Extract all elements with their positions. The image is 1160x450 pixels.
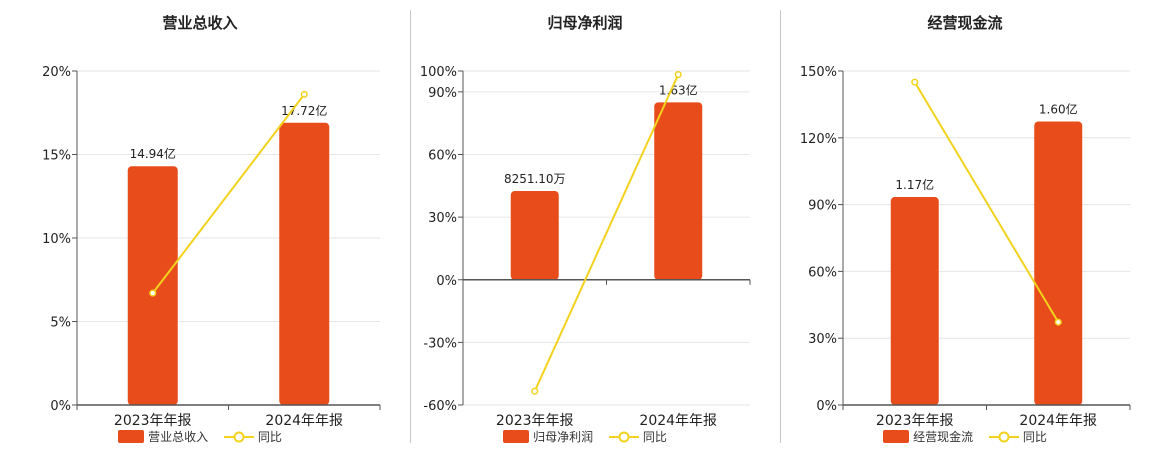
x-tick-label: 2023年年报 (114, 413, 192, 429)
chart-title: 归母净利润 (547, 14, 623, 32)
y-tick-label: 0% (816, 399, 837, 414)
legend-bar-label: 经营现金流 (913, 430, 974, 444)
bar-value-label: 1.63亿 (659, 82, 698, 97)
bar (890, 197, 939, 405)
bar (510, 191, 559, 280)
yoy-point (1054, 318, 1062, 326)
net-profit-chart-svg: -60% -30% 0% 30% 60% 90% 100% 8251.10万 1.63亿 2023… (420, 65, 751, 429)
y-tick-label: 120% (800, 132, 837, 147)
y-tick-label: 100% (420, 65, 457, 80)
y-tick-label: 10% (42, 232, 71, 247)
y-tick-label: 5% (50, 316, 71, 331)
legend-line-label: 同比 (257, 430, 282, 444)
y-tick-label: 20% (42, 65, 71, 80)
net-profit-chart-panel: 归母净利润 -60% -30% 0% 30% 60% 90% 100% 8251.10万 1.6… (390, 0, 780, 450)
yoy-point (911, 78, 919, 86)
bar-value-label: 14.94亿 (130, 146, 176, 161)
chart-legend: 归母净利润 同比 (390, 428, 780, 445)
revenue-chart-panel: 营业总收入 0% 5% 10% 15% 20% 14.94亿 17.72亿 2023年年报 20… (0, 0, 400, 450)
panel-divider (410, 10, 411, 443)
yoy-line (913, 81, 1060, 323)
chart-legend: 营业总收入 同比 (0, 428, 400, 445)
legend-line-label: 同比 (1022, 430, 1047, 444)
y-tick-label: 0% (50, 399, 71, 414)
bar-value-label: 8251.10万 (504, 172, 566, 186)
legend-bar-swatch (503, 430, 530, 443)
bar (127, 166, 178, 405)
yoy-point (531, 387, 539, 395)
x-tick-label: 2023年年报 (876, 413, 954, 429)
yoy-point (300, 90, 308, 98)
y-tick-label: -60% (423, 399, 457, 414)
panel-divider (780, 10, 781, 443)
x-tick-label: 2023年年报 (496, 413, 574, 429)
chart-legend: 经营现金流 同比 (770, 428, 1160, 445)
cash-flow-chart-svg: 0% 30% 60% 90% 120% 150% 1.17亿 1.60亿 2023年年报 2024… (800, 65, 1131, 429)
legend-bar-swatch (118, 430, 145, 443)
y-tick-label: 0% (436, 274, 457, 289)
x-tick-label: 2024年年报 (265, 413, 343, 429)
yoy-point (674, 70, 682, 79)
chart-title: 经营现金流 (927, 14, 1003, 32)
bar (279, 122, 330, 406)
chart-title: 营业总收入 (162, 14, 238, 32)
y-tick-label: 15% (42, 149, 71, 164)
y-tick-label: 60% (808, 265, 837, 280)
y-tick-label: 90% (808, 199, 837, 214)
y-tick-label: 90% (428, 86, 457, 101)
y-tick-label: 60% (428, 149, 457, 164)
legend-line-swatch (223, 431, 254, 442)
y-tick-label: -30% (423, 336, 457, 351)
legend-bar-swatch (883, 430, 910, 443)
yoy-line (533, 74, 680, 392)
bar-value-label: 17.72亿 (281, 103, 327, 118)
x-tick-label: 2024年年报 (1019, 413, 1097, 429)
bar (1034, 121, 1083, 405)
x-tick-label: 2024年年报 (639, 413, 717, 429)
legend-line-swatch (608, 431, 639, 442)
legend-line-swatch (988, 431, 1019, 442)
legend-line-label: 同比 (642, 430, 667, 444)
yoy-line (151, 93, 306, 294)
bar (654, 102, 703, 280)
y-tick-label: 30% (428, 211, 457, 226)
revenue-chart-svg: 0% 5% 10% 15% 20% 14.94亿 17.72亿 2023年年报 2024年年报 (42, 65, 381, 429)
bar-value-label: 1.60亿 (1039, 102, 1078, 117)
cash-flow-chart-panel: 经营现金流 0% 30% 60% 90% 120% 150% 1.17亿 1.60亿 2023年… (770, 0, 1160, 450)
bar-value-label: 1.17亿 (895, 177, 934, 192)
legend-bar-label: 营业总收入 (148, 430, 209, 444)
y-tick-label: 30% (808, 332, 837, 347)
yoy-point (149, 289, 157, 297)
y-tick-label: 150% (800, 65, 837, 80)
legend-bar-label: 归母净利润 (533, 430, 594, 444)
